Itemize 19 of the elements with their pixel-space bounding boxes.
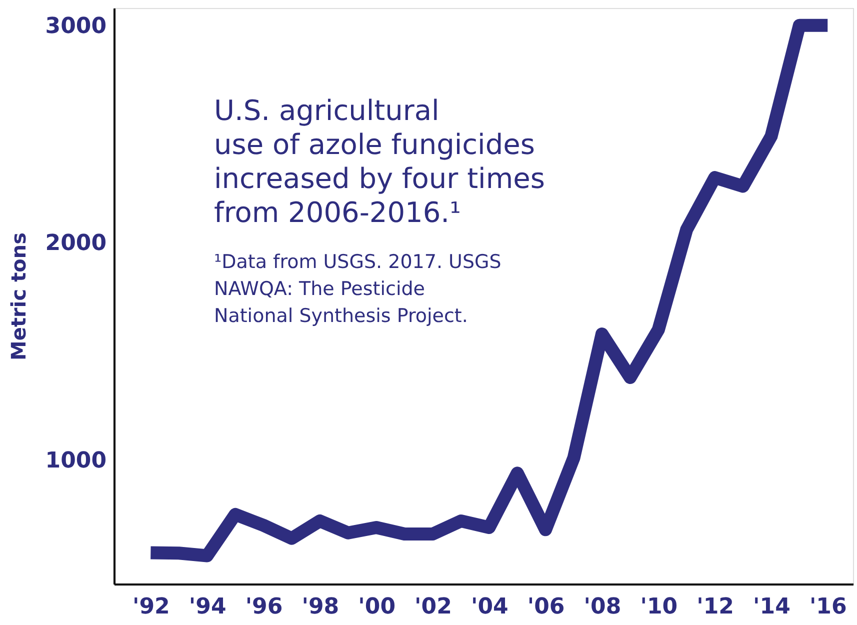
y-axis-title: Metric tons [6, 232, 30, 361]
x-tick-label: '94 [188, 594, 226, 620]
text: U.S. agricultural use of azole fungicides increased by four times from 2006-2016.¹ [214, 94, 545, 229]
x-tick-label: '92 [132, 594, 170, 620]
y-tick-label: 1000 [45, 448, 106, 474]
x-tick-label: '00 [358, 594, 396, 620]
y-tick-label: 2000 [45, 231, 106, 256]
x-tick-label: '98 [302, 594, 340, 620]
annotation: ¹Data from USGS. 2017. USGS NAWQA: The Pesticide National Synthesis Project. [214, 251, 502, 327]
x-tick-label: '10 [640, 594, 678, 620]
x-tick-label: '04 [470, 594, 508, 620]
x-tick-label: '96 [245, 594, 283, 620]
x-tick-label: '02 [414, 594, 452, 620]
x-tick-label: '12 [696, 594, 734, 620]
x-tick-label: '14 [753, 594, 790, 620]
x-tick-label: '16 [809, 594, 847, 620]
x-tick-label: '06 [527, 594, 565, 620]
y-tick-label: 3000 [45, 14, 106, 39]
x-tick-label: '08 [584, 594, 622, 620]
